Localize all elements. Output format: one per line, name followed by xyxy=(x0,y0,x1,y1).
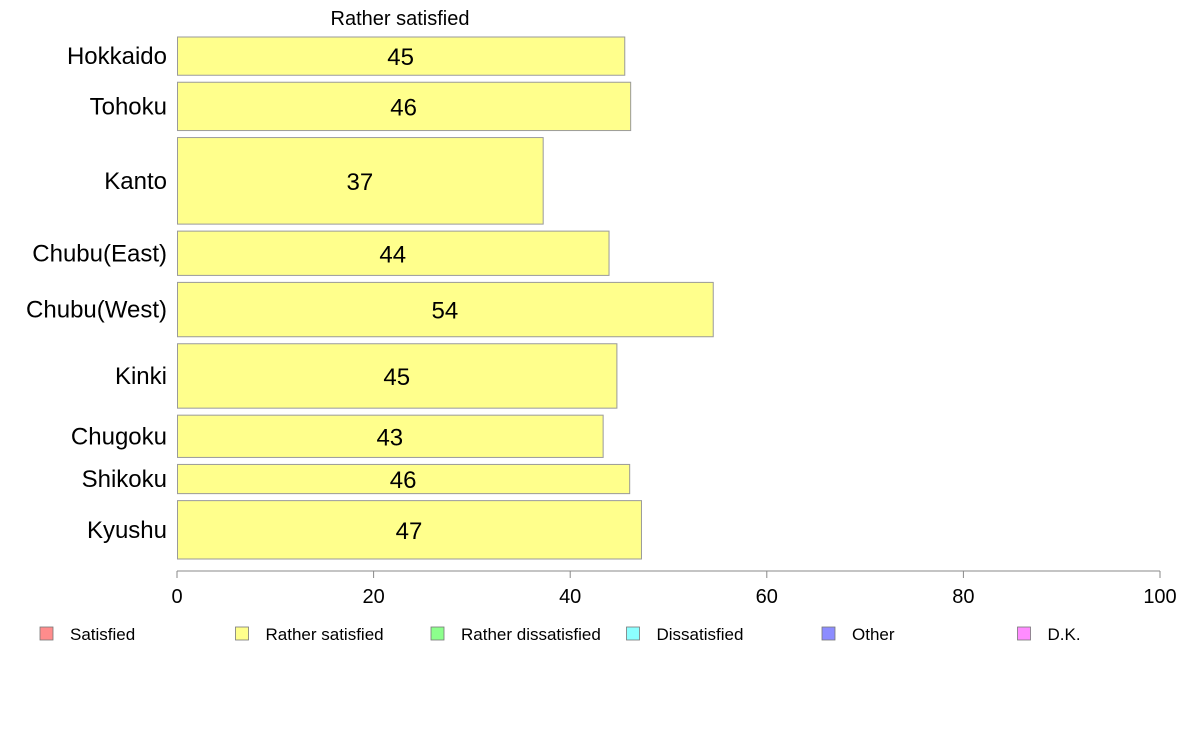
data-label: 45 xyxy=(383,364,410,391)
legend-label: Other xyxy=(852,625,895,644)
category-label: Shikoku xyxy=(82,466,167,493)
bar-chubu-west xyxy=(177,281,714,338)
legend-item-other: Other xyxy=(821,625,895,644)
legend-item-dissatisfied: Dissatisfied xyxy=(626,625,744,644)
bar-chugoku xyxy=(177,414,604,458)
bar-group-tohoku: Tohoku 46 xyxy=(90,81,632,132)
bar-group-kinki: Kinki 45 xyxy=(115,343,618,409)
bar-group-chugoku: Chugoku 43 xyxy=(71,414,604,458)
x-tick-label: 20 xyxy=(362,586,384,608)
bar-kyushu xyxy=(177,500,642,560)
bar-group-hokkaido: Hokkaido 45 xyxy=(67,36,626,76)
bar-kanto xyxy=(177,137,544,225)
legend-label: Dissatisfied xyxy=(657,625,744,644)
legend-label: Satisfied xyxy=(70,625,135,644)
category-label: Chubu(West) xyxy=(26,297,167,324)
category-label: Kinki xyxy=(115,363,167,390)
x-tick-label: 80 xyxy=(952,586,974,608)
legend-swatch xyxy=(430,626,445,641)
x-tick-label: 40 xyxy=(559,586,581,608)
bar-group-kyushu: Kyushu 47 xyxy=(87,500,642,560)
legend-item-d-k: D.K. xyxy=(1017,625,1081,644)
bar-tohoku xyxy=(177,81,632,132)
legend-label: Rather dissatisfied xyxy=(461,625,601,644)
legend: Satisfied Rather satisfied Rather dissatis… xyxy=(39,625,1081,644)
bar-kinki xyxy=(177,343,618,409)
category-label: Tohoku xyxy=(90,93,167,120)
legend-swatch xyxy=(1017,626,1031,641)
legend-swatch xyxy=(821,626,836,641)
x-tick-label: 60 xyxy=(756,586,778,608)
legend-swatch xyxy=(235,626,249,641)
data-label: 37 xyxy=(346,169,373,196)
data-label: 45 xyxy=(387,44,414,71)
chart-title: Rather satisfied xyxy=(331,8,470,30)
category-label: Hokkaido xyxy=(67,43,167,70)
data-label: 54 xyxy=(432,298,459,325)
bar-group-shikoku: Shikoku 46 xyxy=(82,463,631,495)
legend-label: D.K. xyxy=(1048,625,1081,644)
legend-item-satisfied: Satisfied xyxy=(39,625,135,644)
category-label: Chubu(East) xyxy=(32,240,167,267)
data-label: 47 xyxy=(396,518,423,545)
bar-group-kanto: Kanto 37 xyxy=(104,137,544,225)
x-tick-label: 0 xyxy=(171,586,182,608)
bar-shikoku xyxy=(177,463,631,495)
x-tick-label: 100 xyxy=(1143,586,1176,608)
legend-swatch xyxy=(39,626,54,641)
category-label: Chugoku xyxy=(71,423,167,450)
category-label: Kanto xyxy=(104,168,167,195)
data-label: 46 xyxy=(390,94,417,121)
bar-group-chubu-west: Chubu(West) 54 xyxy=(26,281,714,338)
bar-hokkaido xyxy=(177,36,626,76)
data-label: 43 xyxy=(376,424,403,451)
legend-label: Rather satisfied xyxy=(266,625,384,644)
data-label: 46 xyxy=(390,467,417,494)
x-axis: 0 20 40 60 80 100 xyxy=(171,570,1177,608)
bar-group-chubu-east: Chubu(East) 44 xyxy=(32,230,610,276)
bar-chubu-east xyxy=(177,230,610,276)
legend-item-rather-dissatisfied: Rather dissatisfied xyxy=(430,625,601,644)
category-label: Kyushu xyxy=(87,517,167,544)
data-label: 44 xyxy=(379,241,406,268)
legend-item-rather-satisfied: Rather satisfied xyxy=(235,625,384,644)
legend-swatch xyxy=(626,626,640,641)
